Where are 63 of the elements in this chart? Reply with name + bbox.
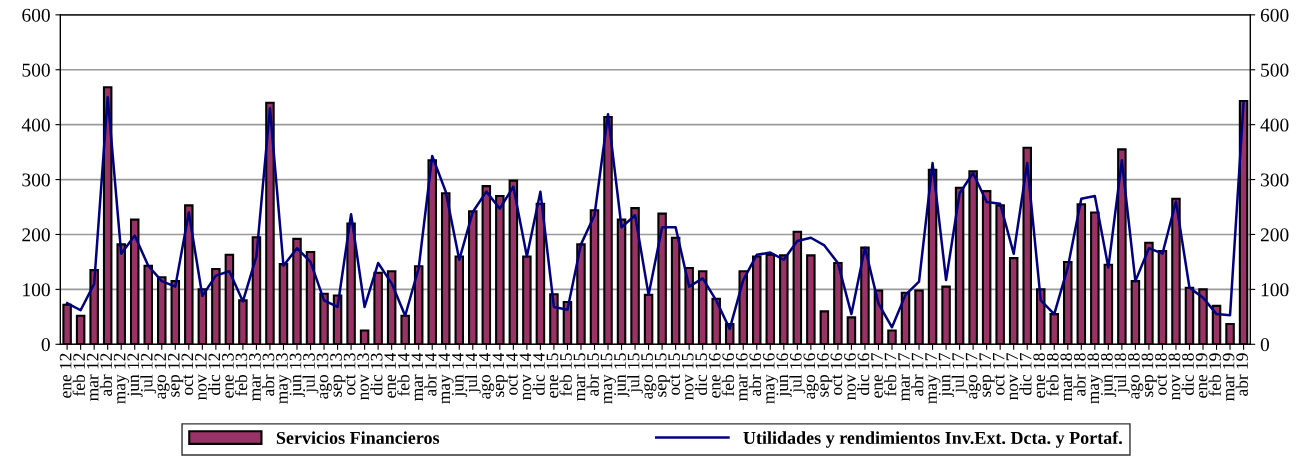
x-tick-label: nov 12	[195, 353, 207, 400]
x-tick-label: ene 17	[871, 353, 883, 398]
y2-tick-label: 300	[1260, 173, 1289, 187]
x-tick-label: abr 15	[586, 353, 599, 396]
x-tick-label: abr 17	[911, 353, 924, 396]
x-tick-label: abr 14	[424, 352, 437, 396]
x-tick-label: mar 19	[1222, 353, 1235, 401]
x-tick-label: mar 14	[411, 352, 424, 401]
x-tick-label: ene 14	[384, 352, 396, 398]
x-tick-label: abr 18	[1073, 353, 1086, 396]
x-tick-label: mar 17	[898, 353, 910, 401]
x-tick-label: dic 16	[857, 353, 870, 395]
x-tick-label: nov 16	[844, 353, 856, 400]
x-tick-label: mar 15	[573, 353, 586, 401]
y-tick-label: 400	[21, 118, 50, 132]
x-tick-label: feb 17	[883, 353, 897, 396]
x-tick-label: feb 16	[721, 353, 735, 396]
x-tick-label: ene 19	[1195, 353, 1208, 398]
legend-label: Utilidades y rendimientos Inv.Ext. Dcta. y Portaf.	[743, 431, 1122, 448]
x-tick-label: dic 12	[207, 353, 221, 395]
x-tick-label: dic 17	[1019, 353, 1032, 395]
x-tick-label: nov 14	[519, 352, 532, 400]
x-tick-label: feb 14	[397, 352, 410, 396]
y-tick-label: 600	[22, 8, 50, 22]
x-tick-label: nov 18	[1168, 353, 1181, 400]
x-tick-label: abr 13	[262, 353, 275, 396]
x-tick-label: feb 15	[559, 353, 572, 396]
x-tick-label: mar 18	[1060, 353, 1073, 401]
x-tick-label: ene 18	[1033, 353, 1046, 398]
x-tick-label: nov 17	[1006, 353, 1019, 400]
x-tick-label: abr 12	[99, 353, 113, 396]
x-tick-label: mar 16	[735, 353, 748, 401]
x-tick-label: feb 12	[72, 353, 85, 396]
y-tick-label: 100	[23, 283, 50, 297]
y-tick-label: 300	[22, 173, 50, 187]
x-tick-label: dic 14	[532, 352, 545, 395]
x-tick-label: abr 16	[748, 353, 762, 396]
y-tick-label: 0	[41, 338, 50, 352]
y2-tick-label: 600	[1260, 8, 1289, 22]
x-tick-label: nov 13	[357, 353, 369, 400]
y2-tick-label: 0	[1260, 338, 1270, 352]
x-tick-label: feb 13	[234, 353, 248, 396]
line-series	[65, 95, 1245, 331]
x-tick-label: feb 19	[1208, 353, 1221, 396]
x-tick-label: mar 13	[249, 353, 261, 401]
x-tick-label: abr 19	[1235, 353, 1248, 396]
x-tick-label: ene 12	[59, 353, 72, 398]
y-tick-label: 500	[22, 63, 50, 77]
x-tick-label: mar 12	[86, 353, 99, 401]
x-tick-label: ene 13	[222, 353, 234, 398]
y-tick-label: 200	[22, 228, 50, 242]
legend-label: Servicios Financieros	[276, 431, 440, 445]
x-tick-label: ene 16	[708, 353, 721, 398]
x-tick-label: ene 15	[546, 353, 559, 398]
y2-tick-label: 400	[1260, 118, 1289, 132]
y2-tick-label: 200	[1260, 228, 1289, 242]
x-tick-label: dic 18	[1181, 353, 1194, 395]
y2-tick-label: 500	[1261, 63, 1289, 77]
x-tick-label: dic 13	[370, 353, 383, 395]
x-tick-label: nov 15	[681, 353, 694, 400]
y2-tick-label: 100	[1261, 283, 1289, 297]
x-tick-label: feb 18	[1046, 353, 1059, 396]
x-tick-label: dic 15	[694, 353, 708, 395]
